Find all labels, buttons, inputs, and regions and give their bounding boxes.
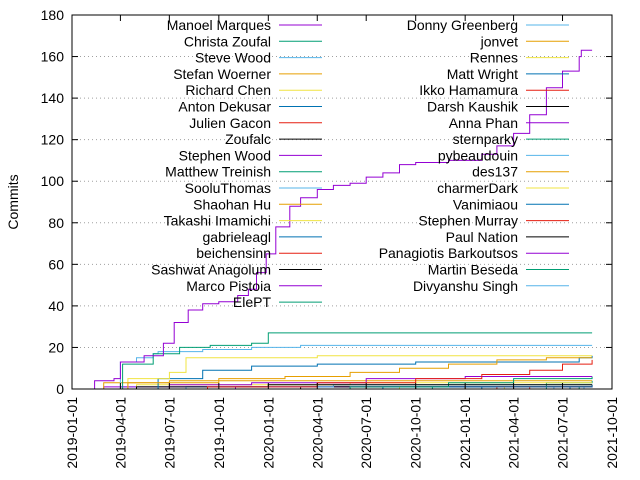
x-tick-label: 2021-01-01: [457, 397, 473, 469]
y-tick-label: 120: [41, 132, 65, 148]
legend-label: Vanimiaou: [453, 196, 518, 212]
legend-label: Anna Phan: [449, 115, 518, 131]
y-tick-label: 100: [41, 173, 65, 189]
x-tick-label: 2019-04-01: [112, 397, 128, 469]
x-tick-label: 2020-07-01: [358, 397, 374, 469]
x-tick-label: 2019-10-01: [211, 397, 227, 469]
legend-label: Stephen Murray: [418, 213, 518, 229]
series-line: [120, 357, 593, 390]
legend-label: Panagiotis Barkoutsos: [379, 245, 518, 261]
legend-label: Takashi Imamichi: [164, 213, 271, 229]
series-line: [382, 384, 593, 389]
legend-label: pybeaudouin: [438, 147, 518, 163]
legend-label: Marco Pistoia: [186, 278, 271, 294]
series-line: [120, 355, 593, 390]
y-tick-label: 80: [48, 215, 64, 231]
legend-label: Julien Gacon: [189, 115, 271, 131]
x-tick-label: 2020-04-01: [309, 397, 325, 469]
legend-label: Stefan Woerner: [173, 66, 271, 82]
legend-label: Anton Dekusar: [178, 99, 271, 115]
y-tick-label: 20: [48, 339, 64, 355]
legend-label: sternparky: [453, 131, 518, 147]
legend-label: Matt Wright: [447, 66, 518, 82]
legend-label: jonvet: [480, 33, 518, 49]
y-tick-label: 40: [48, 298, 64, 314]
series-line: [122, 332, 593, 389]
legend-label: Manoel Marques: [167, 17, 271, 33]
series-line: [153, 355, 593, 390]
y-tick-label: 140: [41, 90, 65, 106]
legend-label: Divyanshu Singh: [413, 278, 518, 294]
y-tick-label: 60: [48, 256, 64, 272]
x-tick-label: 2021-04-01: [506, 397, 522, 469]
legend-label: Donny Greenberg: [407, 17, 518, 33]
y-axis-label: Commits: [5, 174, 21, 229]
legend-label: Richard Chen: [185, 82, 271, 98]
series-line: [119, 344, 593, 389]
legend-label: Darsh Kaushik: [427, 99, 519, 115]
series-line: [202, 359, 593, 390]
series-line: [88, 49, 593, 390]
x-tick-label: 2019-07-01: [161, 397, 177, 469]
legend-label: Shaohan Hu: [193, 196, 271, 212]
legend-label: Ikko Hamamura: [419, 82, 518, 98]
legend-label: SooluThomas: [185, 180, 271, 196]
legend-label: Steve Wood: [195, 50, 271, 66]
x-tick-label: 2021-10-01: [604, 397, 620, 469]
legend-label: Rennes: [470, 50, 518, 66]
legend-label: Matthew Treinish: [165, 164, 271, 180]
legend-label: Stephen Wood: [179, 147, 271, 163]
legend-label: charmerDark: [437, 180, 519, 196]
legend-label: Christa Zoufal: [184, 33, 271, 49]
x-tick-label: 2021-07-01: [555, 397, 571, 469]
x-tick-label: 2020-10-01: [408, 397, 424, 469]
x-tick-label: 2020-01-01: [260, 397, 276, 469]
legend-label: des137: [472, 164, 518, 180]
legend-label: ElePT: [233, 294, 272, 310]
legend-label: Zoufalc: [225, 131, 271, 147]
plot-border: [71, 14, 613, 390]
axes: 0 20 40 60 80 100 120 140 160 180 2019-01-01 2019-0…: [41, 7, 620, 469]
series-line: [136, 382, 593, 389]
x-tick-label: 2019-01-01: [64, 397, 80, 469]
y-tick-label: 0: [56, 381, 64, 397]
y-tick-label: 180: [41, 7, 65, 23]
legend-label: Paul Nation: [446, 229, 518, 245]
legend-label: gabrieleagl: [203, 229, 272, 245]
legend-label: beichensinn: [196, 245, 271, 261]
legend-label: Sashwat Anagolum: [151, 262, 271, 278]
gridlines: [72, 56, 612, 348]
y-tick-label: 160: [41, 49, 65, 65]
legend-label: Martin Beseda: [428, 262, 518, 278]
